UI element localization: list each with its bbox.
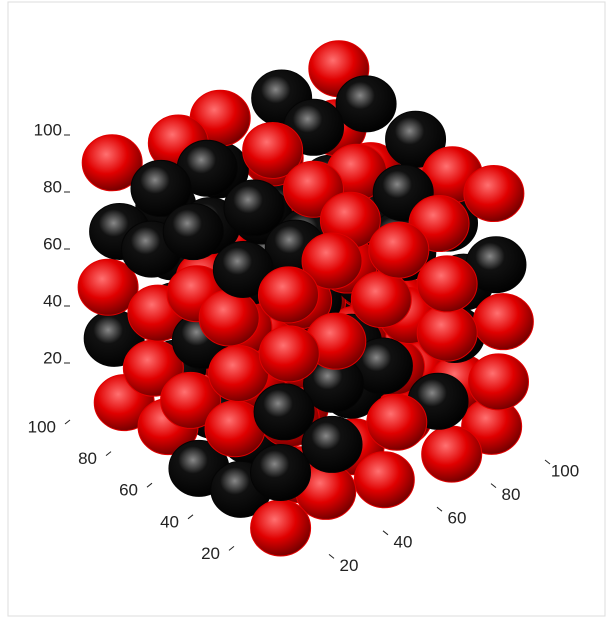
y-tick <box>188 515 193 519</box>
particle <box>417 256 477 312</box>
particle <box>251 500 311 556</box>
particles <box>78 41 533 556</box>
particle <box>258 267 318 323</box>
particle <box>422 426 482 482</box>
x-tick <box>545 460 550 464</box>
x-tick-label: 20 <box>340 556 359 575</box>
particle <box>336 76 396 132</box>
z-tick-label: 100 <box>34 120 62 139</box>
particle <box>469 354 529 410</box>
particle <box>367 394 427 450</box>
particle <box>351 272 411 328</box>
z-tick-label: 40 <box>43 291 62 310</box>
x-tick-label: 100 <box>551 461 579 480</box>
z-tick-label: 80 <box>43 177 62 196</box>
y-tick-label: 20 <box>201 544 220 563</box>
particle <box>251 444 311 500</box>
particle <box>369 222 429 278</box>
y-tick-label: 100 <box>28 417 56 436</box>
figure: 20 40 60 80 100 20 40 60 80 100 20 40 60 80 100 <box>0 0 606 618</box>
y-tick <box>106 452 111 456</box>
particle <box>254 384 314 440</box>
y-tick-label: 40 <box>160 512 179 531</box>
z-tick-label: 60 <box>43 234 62 253</box>
particle <box>259 326 319 382</box>
particle <box>464 166 524 222</box>
particle <box>199 290 259 346</box>
x-tick-label: 60 <box>448 509 467 528</box>
x-tick <box>491 484 496 488</box>
particle <box>163 204 223 260</box>
y-tick <box>147 483 152 487</box>
y-tick <box>229 546 234 550</box>
particle <box>417 305 477 361</box>
particle <box>473 294 533 350</box>
x-tick <box>383 531 388 535</box>
z-tick-label: 20 <box>43 348 62 367</box>
x-tick <box>437 507 442 511</box>
x-tick-label: 40 <box>394 532 413 551</box>
y-tick <box>65 420 70 424</box>
particle <box>354 452 414 508</box>
y-tick-label: 80 <box>78 449 97 468</box>
page: {"chart_data": {"type": "isosurface3d", … <box>0 0 606 618</box>
x-tick <box>329 554 334 558</box>
x-tick-label: 80 <box>502 485 521 504</box>
y-tick-label: 60 <box>119 481 138 500</box>
